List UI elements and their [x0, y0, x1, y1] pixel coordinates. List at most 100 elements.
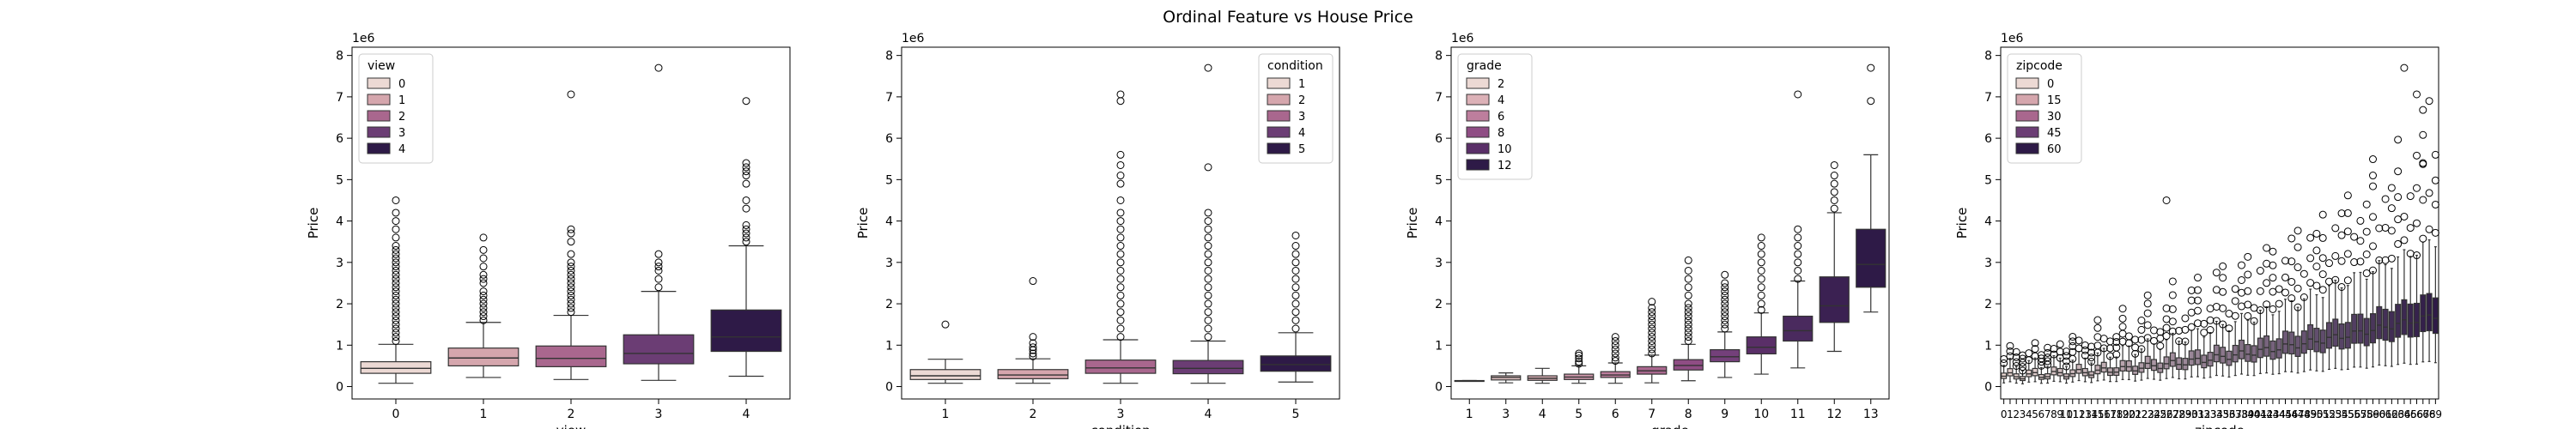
outlier-point: [1648, 336, 1656, 345]
outlier-point: [2387, 227, 2396, 235]
box-condition: [909, 320, 981, 384]
outlier-point: [2112, 333, 2121, 341]
outlier-point: [2000, 354, 2008, 363]
box-zipcode: [2069, 360, 2076, 383]
legend-title: zipcode: [2016, 59, 2063, 73]
box-zipcode: [2238, 312, 2245, 375]
x-tick-label: 62: [2385, 408, 2398, 420]
box-iqr: [2332, 318, 2339, 347]
outlier-point: [2131, 349, 2140, 358]
outlier-point: [1029, 339, 1037, 347]
x-tick-label: 27: [2166, 408, 2179, 420]
outlier-point: [2287, 234, 2296, 243]
outlier-point: [2343, 191, 2352, 200]
y-axis-label: Price: [306, 208, 321, 239]
box-zipcode: [2088, 362, 2095, 384]
box-iqr: [2319, 329, 2326, 353]
box-iqr: [2238, 339, 2245, 360]
box-zipcode: [2226, 329, 2233, 378]
outlier-point: [1648, 324, 1656, 333]
outlier-point: [1204, 217, 1212, 226]
outlier-point: [2312, 246, 2321, 255]
legend-entry: 45: [2047, 127, 2062, 140]
box-iqr: [2407, 303, 2414, 338]
y-axis-label: Price: [1954, 208, 1970, 239]
y-tick-label: 4: [885, 215, 893, 229]
outlier-point: [1830, 179, 1838, 188]
legend-swatch: [2015, 110, 2039, 122]
outlier-point: [2231, 297, 2239, 305]
box-zipcode: [2363, 278, 2370, 369]
box-iqr: [2363, 317, 2370, 347]
outlier-point: [1611, 333, 1619, 341]
outlier-point: [2063, 347, 2070, 356]
outlier-point: [2244, 311, 2252, 320]
box-iqr: [2232, 344, 2239, 363]
outlier-point: [479, 270, 488, 279]
box-iqr: [2269, 340, 2276, 360]
legend-swatch: [1466, 142, 1490, 154]
box-iqr: [2288, 331, 2295, 355]
outlier-point: [2269, 247, 2277, 256]
outlier-point: [2093, 341, 2102, 350]
outlier-point: [392, 196, 400, 204]
y-tick-label: 2: [336, 298, 343, 311]
box-iqr: [2275, 338, 2282, 359]
outlier-point: [2162, 323, 2171, 332]
x-tick-label: 22: [2135, 408, 2148, 420]
outlier-point: [1757, 283, 1765, 292]
box-iqr: [1172, 360, 1244, 375]
outlier-point: [2256, 287, 2264, 295]
outlier-point: [2056, 347, 2064, 356]
outlier-point: [2168, 305, 2177, 313]
outlier-point: [1648, 349, 1656, 358]
outlier-point: [2331, 251, 2340, 260]
outlier-point: [1648, 333, 1656, 341]
outlier-point: [567, 90, 575, 99]
outlier-point: [2362, 227, 2371, 236]
outlier-point: [1029, 349, 1037, 358]
y-tick-label: 3: [885, 257, 893, 270]
outlier-point: [392, 308, 400, 317]
box-iqr: [2050, 366, 2057, 376]
box-zipcode: [2351, 272, 2358, 368]
outlier-point: [1611, 341, 1619, 349]
x-tick-label: 58: [2360, 408, 2373, 420]
box-iqr: [623, 334, 695, 365]
box-zipcode: [2213, 320, 2220, 377]
box-zipcode: [2188, 329, 2195, 378]
outlier-point: [2175, 326, 2184, 335]
box-zipcode: [2382, 263, 2389, 366]
box-iqr: [2138, 362, 2145, 373]
x-tick-label: 8: [2050, 408, 2057, 420]
legend-swatch: [1466, 126, 1490, 138]
y-axis-label: Price: [855, 208, 871, 239]
outlier-point: [2343, 227, 2352, 236]
legend-swatch: [1466, 159, 1490, 171]
legend-swatch: [1267, 126, 1291, 138]
outlier-point: [2118, 323, 2127, 331]
legend-title: grade: [1467, 59, 1502, 73]
x-tick-label: 3: [1502, 408, 1510, 421]
outlier-point: [2287, 277, 2296, 286]
outlier-point: [2006, 347, 2014, 356]
x-tick-label: 34: [2210, 408, 2223, 420]
x-tick-label: 42: [2260, 408, 2273, 420]
outlier-point: [1757, 242, 1765, 251]
x-tick-label: 1: [480, 408, 488, 421]
box-zipcode: [2132, 353, 2139, 382]
outlier-point: [2425, 225, 2433, 233]
box-iqr: [2157, 362, 2164, 373]
outlier-point: [1204, 250, 1212, 258]
outlier-point: [2075, 336, 2083, 345]
legend-swatch: [2015, 94, 2039, 106]
outlier-point: [1794, 275, 1802, 283]
outlier-point: [1794, 250, 1802, 258]
box-iqr: [1856, 228, 1886, 288]
box-zipcode: [2081, 357, 2088, 383]
x-tick-label: 61: [2379, 408, 2391, 420]
outlier-point: [1116, 90, 1125, 99]
outlier-point: [742, 163, 750, 172]
outlier-point: [2069, 332, 2077, 341]
outlier-point: [2006, 341, 2014, 350]
